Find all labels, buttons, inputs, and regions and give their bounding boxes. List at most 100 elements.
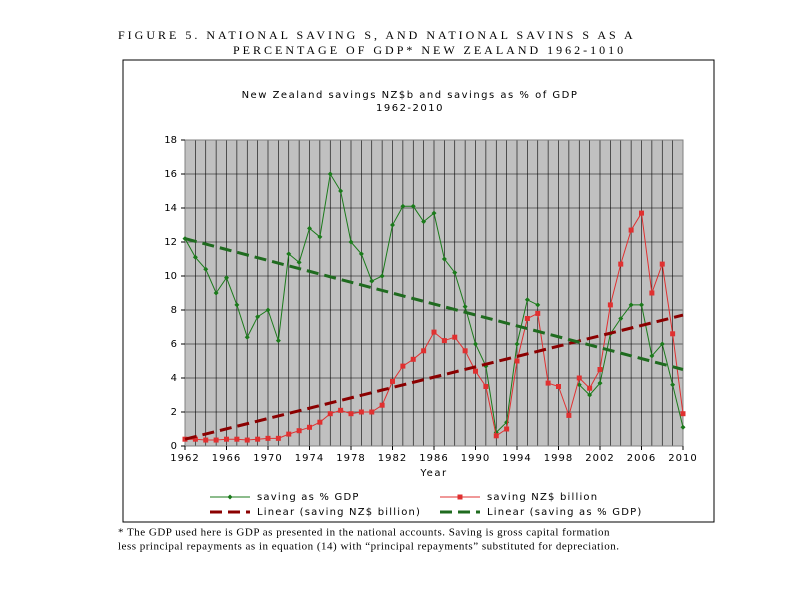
point [431, 210, 437, 216]
point [473, 368, 478, 374]
caption-line: PERCENTAGE OF GDP* NEW ZEALAND 1962-1010 [233, 43, 626, 57]
point [649, 353, 655, 359]
point [556, 384, 561, 389]
legend-label: saving as % GDP [257, 492, 360, 503]
y-tick-label: 14 [164, 203, 177, 214]
point [358, 251, 364, 257]
point [224, 436, 229, 442]
point [192, 254, 198, 260]
point [441, 338, 447, 344]
point [473, 341, 478, 347]
point [659, 341, 665, 347]
point [587, 385, 593, 391]
point [618, 261, 624, 267]
point [348, 411, 354, 417]
point [670, 382, 676, 388]
x-tick-label: 1962 [170, 453, 199, 464]
point [639, 210, 644, 216]
point [524, 316, 530, 321]
point [659, 261, 665, 267]
point [275, 338, 281, 344]
point [410, 203, 416, 209]
y-tick-label: 0 [171, 441, 177, 452]
legend-marker [227, 494, 233, 500]
point [576, 375, 582, 381]
point [317, 234, 323, 240]
point [639, 302, 644, 308]
point [244, 437, 250, 443]
point [379, 273, 385, 279]
point [421, 219, 427, 225]
point [307, 424, 312, 430]
point [462, 304, 468, 310]
legend-marker [457, 494, 463, 500]
point [618, 316, 624, 321]
point [203, 437, 209, 443]
footnote: less principal repayments as in equation… [118, 541, 619, 553]
x-tick-label: 2010 [668, 453, 697, 464]
point [213, 290, 219, 296]
y-tick-label: 4 [171, 373, 177, 384]
trend-line [184, 313, 684, 441]
point [680, 411, 686, 417]
point [265, 307, 271, 313]
point [452, 334, 458, 340]
point [390, 378, 395, 384]
legend-label: saving NZ$ billion [487, 492, 598, 503]
x-tick-label: 2002 [585, 453, 614, 464]
point [628, 302, 634, 308]
point [286, 431, 292, 437]
point [535, 310, 541, 316]
point [307, 225, 312, 231]
x-tick-label: 1978 [336, 453, 365, 464]
y-tick-label: 12 [164, 237, 177, 248]
point [431, 329, 437, 335]
point [338, 188, 344, 194]
point [545, 380, 551, 386]
point [670, 331, 676, 337]
point [348, 239, 354, 245]
point [234, 436, 240, 442]
point [327, 171, 333, 177]
point [400, 203, 406, 209]
point [421, 348, 427, 354]
x-tick-label: 1974 [295, 453, 324, 464]
point [390, 222, 395, 228]
point [535, 302, 541, 308]
point [597, 380, 603, 386]
y-tick-label: 16 [164, 169, 177, 180]
point [524, 297, 530, 303]
x-tick-label: 1998 [544, 453, 573, 464]
point [234, 302, 240, 308]
point [213, 437, 219, 443]
point [255, 436, 261, 442]
x-tick-label: 1982 [378, 453, 407, 464]
trend-line [184, 237, 684, 371]
point [203, 266, 209, 272]
point [493, 433, 499, 439]
point [244, 334, 250, 340]
point [296, 259, 302, 265]
x-axis-label: Year [419, 468, 447, 479]
point [680, 424, 686, 430]
point [410, 356, 416, 362]
point [504, 426, 510, 432]
point [514, 358, 520, 364]
point [462, 348, 468, 354]
x-tick-label: 1990 [461, 453, 490, 464]
point [483, 384, 489, 389]
chart-title: 1962-2010 [376, 103, 444, 114]
point [566, 412, 572, 418]
x-tick-label: 1970 [253, 453, 282, 464]
x-tick-label: 1966 [212, 453, 241, 464]
point [224, 275, 229, 281]
legend-label: Linear (saving as % GDP) [487, 507, 642, 518]
point [514, 341, 520, 347]
legend-label: Linear (saving NZ$ billion) [257, 507, 421, 518]
y-tick-label: 6 [171, 339, 177, 350]
point [358, 409, 364, 415]
point [275, 435, 281, 441]
footnote: * The GDP used here is GDP as presented … [118, 527, 610, 539]
